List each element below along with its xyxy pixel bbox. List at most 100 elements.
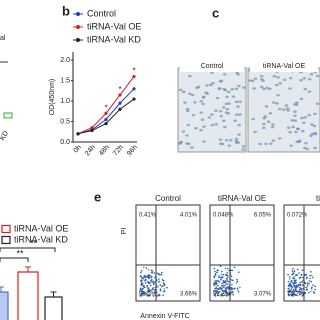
cell — [230, 88, 235, 91]
event-dot — [156, 286, 159, 288]
event-dot — [160, 271, 163, 274]
cell — [186, 123, 191, 127]
cell — [222, 87, 226, 91]
event-dot — [215, 280, 217, 282]
event-dot — [294, 293, 296, 296]
y-tick-label: 1.5 — [60, 77, 70, 84]
event-dot — [157, 294, 160, 296]
cell — [181, 130, 186, 133]
event-dot — [144, 279, 147, 281]
event-dot — [292, 292, 295, 295]
event-dot — [215, 286, 218, 288]
event-dot — [152, 287, 155, 289]
plot-title: tiRNA-Val OE — [218, 194, 266, 203]
event-dot — [214, 274, 217, 277]
cell — [224, 139, 229, 142]
event-dot — [302, 284, 304, 286]
cell — [234, 113, 239, 116]
cell — [275, 102, 279, 105]
cell — [210, 71, 214, 74]
event-dot — [305, 286, 308, 289]
cell — [293, 119, 298, 122]
event-dot — [220, 294, 223, 297]
cell — [269, 142, 273, 145]
event-dot — [153, 272, 156, 274]
event-dot — [233, 266, 236, 269]
cell — [302, 121, 306, 124]
event-dot — [302, 276, 304, 279]
event-dot — [298, 272, 300, 274]
cell — [293, 114, 297, 117]
cell — [209, 83, 213, 87]
cell — [210, 113, 214, 116]
cell — [271, 139, 276, 142]
event-dot — [291, 281, 294, 284]
event-dot — [301, 281, 303, 284]
event-dot — [140, 284, 143, 287]
cell — [252, 87, 256, 90]
event-dot — [216, 271, 218, 274]
x-tick-label: 96h — [126, 144, 139, 158]
point — [118, 107, 122, 111]
event-dot — [140, 295, 143, 297]
quadrant-percent: 6.05% — [254, 213, 272, 219]
cell — [307, 90, 312, 93]
event-dot — [215, 291, 218, 294]
event-dot — [214, 281, 217, 284]
event-dot — [220, 273, 223, 276]
event-dot — [156, 295, 159, 297]
event-dot — [295, 279, 297, 282]
cell — [210, 123, 215, 127]
cell — [270, 125, 275, 129]
cell — [190, 146, 194, 149]
event-dot — [227, 280, 230, 283]
event-dot — [288, 278, 291, 280]
event-dot — [144, 276, 147, 279]
cell — [288, 87, 292, 90]
event-dot — [147, 287, 150, 289]
event-dot — [288, 276, 291, 278]
event-dot — [150, 271, 153, 274]
cell — [315, 102, 320, 106]
event-dot — [222, 294, 224, 297]
cell — [227, 144, 232, 147]
event-dot — [290, 285, 293, 288]
quadrant-percent: 0.072% — [287, 213, 308, 219]
cell — [185, 142, 189, 145]
event-dot — [308, 291, 310, 294]
cell — [218, 138, 223, 141]
cell — [258, 142, 263, 146]
cell — [241, 86, 246, 89]
cell — [234, 137, 239, 141]
event-dot — [224, 294, 226, 296]
cell — [293, 110, 297, 113]
cell — [222, 73, 227, 76]
plot-title: tiRNA — [316, 194, 320, 203]
cell — [237, 123, 241, 127]
event-dot — [140, 269, 143, 272]
annotation: * — [132, 67, 135, 76]
event-dot — [309, 274, 311, 277]
bar — [17, 271, 39, 320]
annotation: * — [104, 103, 107, 112]
event-dot — [217, 294, 219, 297]
event-dot — [233, 287, 236, 290]
event-dot — [156, 272, 159, 275]
cell — [218, 142, 223, 145]
event-dot — [225, 278, 228, 280]
event-dot — [289, 289, 292, 292]
event-dot — [306, 276, 308, 279]
event-dot — [223, 289, 226, 292]
cell — [225, 95, 229, 99]
event-dot — [140, 275, 142, 277]
cell — [234, 100, 239, 104]
plot-frame — [135, 204, 201, 302]
event-dot — [236, 278, 238, 281]
event-dot — [226, 292, 229, 295]
event-dot — [295, 290, 298, 293]
cell — [295, 127, 300, 130]
image-label-bg — [180, 62, 244, 72]
event-dot — [153, 283, 155, 286]
point — [132, 87, 136, 91]
